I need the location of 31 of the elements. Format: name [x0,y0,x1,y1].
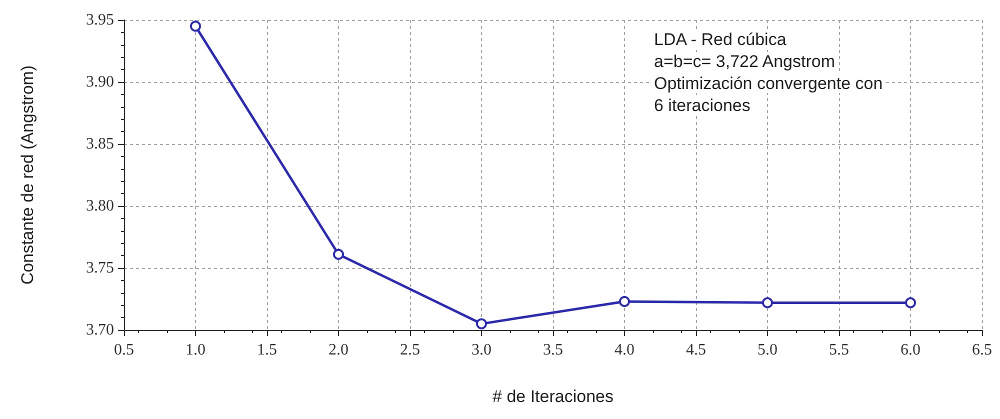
y-tick-label: 3.90 [86,74,114,90]
x-tick-label: 3.0 [472,342,492,358]
x-tick-label: 5.0 [758,342,778,358]
annotation: 6 iteraciones [654,96,750,115]
point [619,296,630,307]
annotation: Optimización convergente con [654,74,883,93]
x-tick-label: 4.0 [614,342,634,358]
y-tick-label: 3.75 [86,260,114,276]
annotation: a=b=c= 3,722 Angstrom [654,52,835,71]
x-tick-label: 1.0 [186,342,206,358]
y-tick-label: 3.80 [86,198,114,214]
x-tick-label: 1.5 [257,342,277,358]
x-tick-label: 6.5 [972,342,992,358]
x-tick-label: 4.5 [686,342,706,358]
y-tick-label: 3.85 [86,136,114,152]
x-tick-label: 2.0 [328,342,348,358]
annotation: LDA - Red cúbica [654,30,787,49]
x-tick-label: 0.5 [114,342,134,358]
point [190,20,201,32]
y-axis-title: Constante de red (Angstrom) [18,65,37,285]
x-tick-label: 2.5 [400,342,420,358]
point [333,248,344,260]
point [476,318,487,330]
y-tick-label: 3.70 [86,322,114,338]
x-axis-title: # de Iteraciones [492,387,614,406]
x-tick-label: 6.0 [900,342,920,358]
x-tick-label: 5.5 [829,342,849,358]
point [905,297,916,308]
point [762,297,773,308]
y-tick-label: 3.95 [86,12,114,28]
x-tick-label: 3.5 [543,342,563,358]
